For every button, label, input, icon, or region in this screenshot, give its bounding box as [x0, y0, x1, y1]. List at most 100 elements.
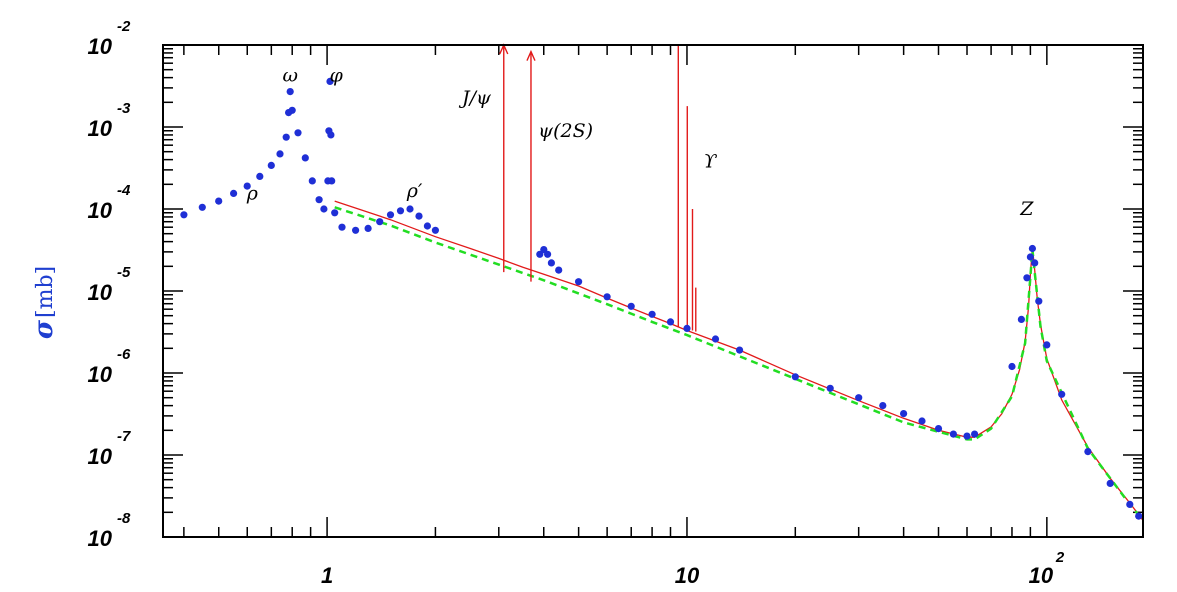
data-point [331, 209, 339, 217]
data-point [1043, 341, 1051, 349]
data-point [1106, 479, 1114, 487]
fit-curve-dashed [334, 206, 1144, 522]
data-point [683, 324, 691, 332]
y-axis-unit: [mb] [33, 266, 58, 318]
data-point [308, 177, 316, 185]
data-point [918, 417, 926, 425]
y-tick-label-base: 10 [88, 526, 113, 551]
x-tick-label-base: 10 [1029, 563, 1054, 588]
y-tick-label-exponent: -5 [117, 264, 131, 281]
data-point [180, 211, 188, 219]
data-point [900, 410, 908, 418]
resonance-spikes [499, 43, 697, 332]
data-point [826, 384, 834, 392]
data-point [1026, 253, 1034, 261]
data-point [547, 259, 556, 267]
data-point [320, 205, 328, 213]
x-tick-label: 10 [675, 563, 700, 588]
resonance-label: ρ [246, 183, 259, 205]
y-tick-label-base: 10 [88, 444, 113, 469]
data-point [648, 310, 656, 318]
x-tick-label-exponent: 2 [1055, 549, 1065, 566]
fit-curves [334, 200, 1144, 522]
data-point [575, 278, 583, 286]
y-tick-label-base: 10 [88, 34, 113, 59]
data-point [855, 394, 863, 402]
data-point [1023, 274, 1031, 282]
data-point [352, 226, 360, 234]
data-point [879, 402, 887, 410]
data-point [328, 177, 336, 185]
data-point [396, 207, 405, 215]
data-point [406, 205, 414, 213]
data-point [198, 203, 206, 211]
data-points [180, 77, 1143, 520]
resonance-label: J/ψ [458, 87, 492, 109]
resonance-label: ψ(2S) [538, 120, 593, 142]
data-point [555, 266, 563, 274]
y-tick-label-exponent: -4 [117, 182, 131, 199]
x-tick-label: 1 [321, 563, 333, 588]
resonance-label: φ [330, 64, 344, 86]
data-point [1135, 512, 1143, 520]
data-point [627, 302, 635, 310]
resonance-label: Z [1019, 198, 1034, 220]
data-point [1058, 390, 1066, 398]
data-point [736, 346, 744, 354]
resonance-label: ϒ [704, 151, 718, 173]
data-point [963, 432, 971, 440]
data-point [1084, 448, 1092, 456]
data-point [288, 106, 296, 114]
data-point [286, 88, 294, 96]
data-point [1035, 297, 1043, 305]
data-point [364, 224, 372, 232]
y-axis-label: σ [mb] [29, 266, 59, 339]
data-point [1017, 315, 1025, 323]
data-point [301, 154, 309, 162]
data-point [326, 77, 334, 85]
y-tick-label-exponent: -7 [117, 428, 131, 445]
y-tick-label-base: 10 [88, 116, 113, 141]
data-point [243, 182, 251, 190]
resonance-label: ρ′ [406, 180, 423, 202]
data-point [1008, 362, 1016, 371]
data-point [276, 150, 284, 158]
x-tick-labels: 1 10 102 [321, 549, 1065, 588]
data-point [544, 250, 552, 258]
data-point [327, 131, 335, 139]
data-point [230, 189, 238, 197]
data-point [315, 196, 323, 204]
data-point [536, 250, 544, 258]
y-tick-label-base: 10 [88, 198, 113, 223]
data-point [256, 172, 264, 180]
data-point [949, 430, 958, 438]
data-point [294, 129, 302, 137]
data-point [666, 318, 675, 326]
data-point [791, 373, 799, 381]
data-point [603, 293, 611, 301]
axis-ticks [163, 44, 1143, 538]
data-point [386, 211, 395, 219]
data-point [711, 335, 720, 343]
data-point [423, 222, 431, 230]
y-tick-label-exponent: -3 [117, 100, 131, 117]
data-point [431, 226, 439, 234]
data-point [376, 218, 384, 226]
y-axis-symbol: σ [29, 319, 59, 339]
fit-curve-solid [334, 200, 1144, 521]
y-tick-label-exponent: -8 [117, 510, 131, 527]
y-tick-label-base: 10 [88, 280, 113, 305]
data-point [1126, 500, 1134, 508]
y-tick-labels: 10-210-310-410-510-610-710-8 [88, 18, 131, 551]
y-tick-label-exponent: -6 [117, 346, 131, 363]
y-tick-label-base: 10 [88, 362, 113, 387]
data-point [1031, 259, 1039, 267]
data-point [971, 430, 979, 438]
y-tick-label-exponent: -2 [117, 18, 131, 35]
resonance-labels: ω φ ρ ρ′ J/ψ ψ(2S) ϒ Z [246, 64, 1034, 219]
data-point [338, 223, 346, 231]
data-point [415, 212, 423, 220]
data-point [282, 133, 290, 141]
data-point [1028, 244, 1036, 253]
